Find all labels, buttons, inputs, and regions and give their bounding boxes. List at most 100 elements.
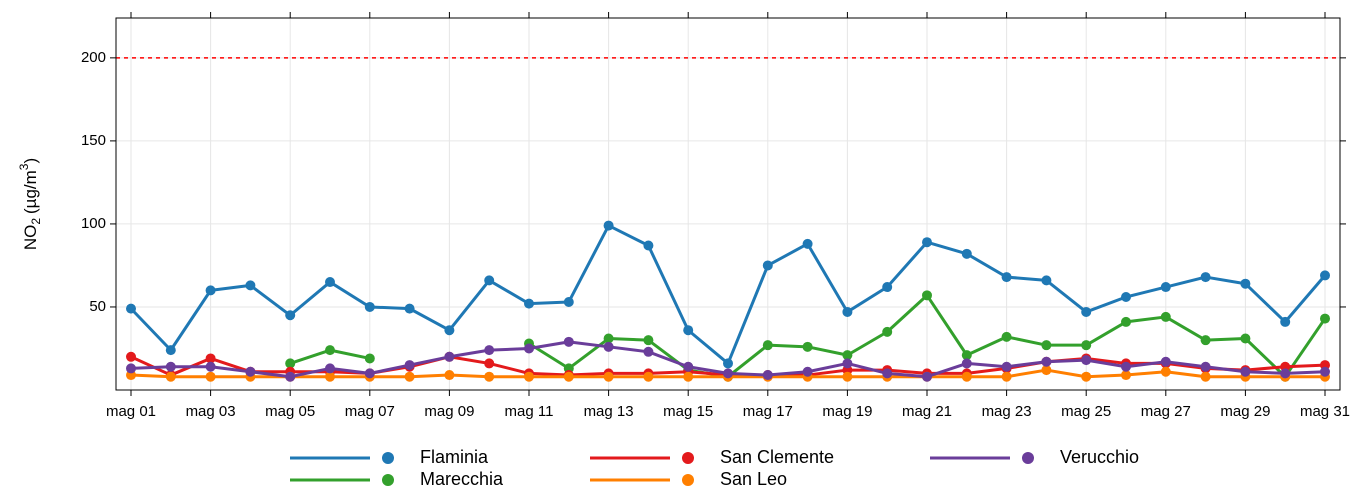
x-tick-label: mag 07 <box>345 403 395 420</box>
x-tick-label: mag 03 <box>186 403 236 420</box>
point <box>1200 361 1211 372</box>
point <box>285 371 296 382</box>
point <box>683 371 694 382</box>
y-tick-label: 150 <box>81 132 106 149</box>
x-tick-label: mag 27 <box>1141 403 1191 420</box>
point <box>842 358 853 369</box>
point <box>563 336 574 347</box>
legend-dot <box>682 474 694 486</box>
point <box>404 303 415 314</box>
point <box>563 296 574 307</box>
point <box>961 358 972 369</box>
point <box>285 358 296 369</box>
legend-label: Verucchio <box>1060 447 1139 467</box>
x-tick-label: mag 23 <box>982 403 1032 420</box>
x-tick-label: mag 13 <box>584 403 634 420</box>
point <box>484 275 495 286</box>
point <box>165 371 176 382</box>
legend-dot <box>682 452 694 464</box>
point <box>524 371 534 382</box>
point <box>1200 272 1211 283</box>
x-tick-label: mag 25 <box>1061 403 1111 420</box>
point <box>1320 270 1330 281</box>
y-label-base: NO <box>21 225 40 251</box>
point <box>1280 316 1291 327</box>
x-tick-label: mag 21 <box>902 403 952 420</box>
point <box>165 345 176 356</box>
y-label-close: ) <box>21 158 40 164</box>
point <box>325 345 335 356</box>
point <box>882 368 893 379</box>
point <box>563 371 574 382</box>
series-line <box>129 224 1327 365</box>
point <box>882 326 893 337</box>
point <box>842 350 853 361</box>
point <box>404 371 415 382</box>
point <box>961 371 972 382</box>
point <box>245 366 256 377</box>
point <box>1121 370 1131 381</box>
legend-dot <box>1022 452 1034 464</box>
point <box>1001 361 1012 372</box>
legend-label: Marecchia <box>420 469 504 489</box>
point <box>842 371 853 382</box>
point <box>1160 356 1171 367</box>
point <box>1200 335 1211 346</box>
point <box>603 220 614 231</box>
point <box>126 303 136 314</box>
point <box>961 350 972 361</box>
point <box>364 368 375 379</box>
point <box>683 361 694 372</box>
point <box>603 333 614 344</box>
point <box>444 325 455 336</box>
point <box>643 371 654 382</box>
point <box>205 371 216 382</box>
point <box>1240 278 1251 289</box>
point <box>444 370 455 381</box>
point <box>444 351 455 362</box>
point <box>1001 371 1012 382</box>
point <box>325 277 335 288</box>
point <box>1041 356 1052 367</box>
point <box>245 280 256 291</box>
point <box>484 371 495 382</box>
point <box>603 341 614 352</box>
point <box>484 345 495 356</box>
point <box>524 298 534 309</box>
point <box>802 238 813 249</box>
point <box>1081 355 1092 366</box>
point <box>1160 366 1171 377</box>
point <box>285 310 296 321</box>
legend-label: San Clemente <box>720 447 834 467</box>
point <box>1240 333 1251 344</box>
point <box>1041 340 1052 351</box>
point <box>1320 366 1330 377</box>
x-tick-label: mag 01 <box>106 403 156 420</box>
point <box>842 306 853 317</box>
point <box>1121 292 1131 302</box>
point <box>325 371 335 382</box>
point <box>1121 361 1131 372</box>
point <box>922 290 932 301</box>
point <box>404 360 415 371</box>
point <box>922 371 932 382</box>
point <box>723 368 733 379</box>
legend-label: Flaminia <box>420 447 489 467</box>
point <box>723 358 733 369</box>
point <box>802 341 813 352</box>
point <box>643 240 654 251</box>
point <box>1081 340 1092 351</box>
point <box>205 285 216 296</box>
point <box>762 340 773 351</box>
x-tick-label: mag 19 <box>822 403 872 420</box>
point <box>524 343 534 354</box>
point <box>1041 365 1052 376</box>
x-tick-label: mag 11 <box>505 403 554 420</box>
x-tick-label: mag 15 <box>663 403 713 420</box>
point <box>1240 366 1251 377</box>
point <box>205 361 216 372</box>
y-label-unit: (µg/m <box>21 170 40 214</box>
point <box>1081 306 1092 317</box>
